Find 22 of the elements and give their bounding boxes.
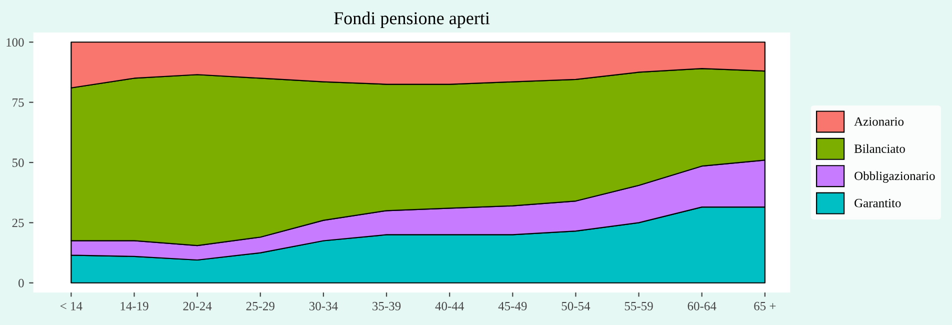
x-tick-label: 20-24 bbox=[183, 302, 212, 310]
legend-label: Garantito bbox=[854, 198, 901, 208]
y-tick-label: 0 bbox=[18, 278, 24, 288]
x-tick-label: 65 + bbox=[754, 302, 776, 310]
y-tick-label: 25 bbox=[12, 218, 24, 228]
x-tick-label: 55-59 bbox=[624, 302, 653, 310]
x-tick-label: 50-54 bbox=[562, 302, 590, 310]
x-tick-label: 60-64 bbox=[688, 302, 716, 310]
x-tick-label: 14-19 bbox=[120, 302, 148, 310]
legend-label: Obbligazionario bbox=[854, 171, 935, 183]
y-tick-label: 50 bbox=[12, 158, 24, 167]
x-tick-label: 25-29 bbox=[246, 302, 274, 310]
x-tick-label: 30-34 bbox=[309, 302, 338, 310]
x-tick-label: 45-49 bbox=[498, 302, 527, 310]
legend-label: Azionario bbox=[854, 117, 904, 126]
x-tick-label: 35-39 bbox=[372, 302, 401, 310]
x-tick-label: 40-44 bbox=[435, 302, 464, 310]
legend-label: Bilanciato bbox=[854, 144, 905, 153]
x-tick-label: < 14 bbox=[60, 302, 82, 310]
chart-title: Fondi pensione aperti bbox=[334, 12, 490, 28]
y-tick-label: 100 bbox=[6, 38, 24, 47]
y-tick-label: 75 bbox=[12, 98, 24, 107]
